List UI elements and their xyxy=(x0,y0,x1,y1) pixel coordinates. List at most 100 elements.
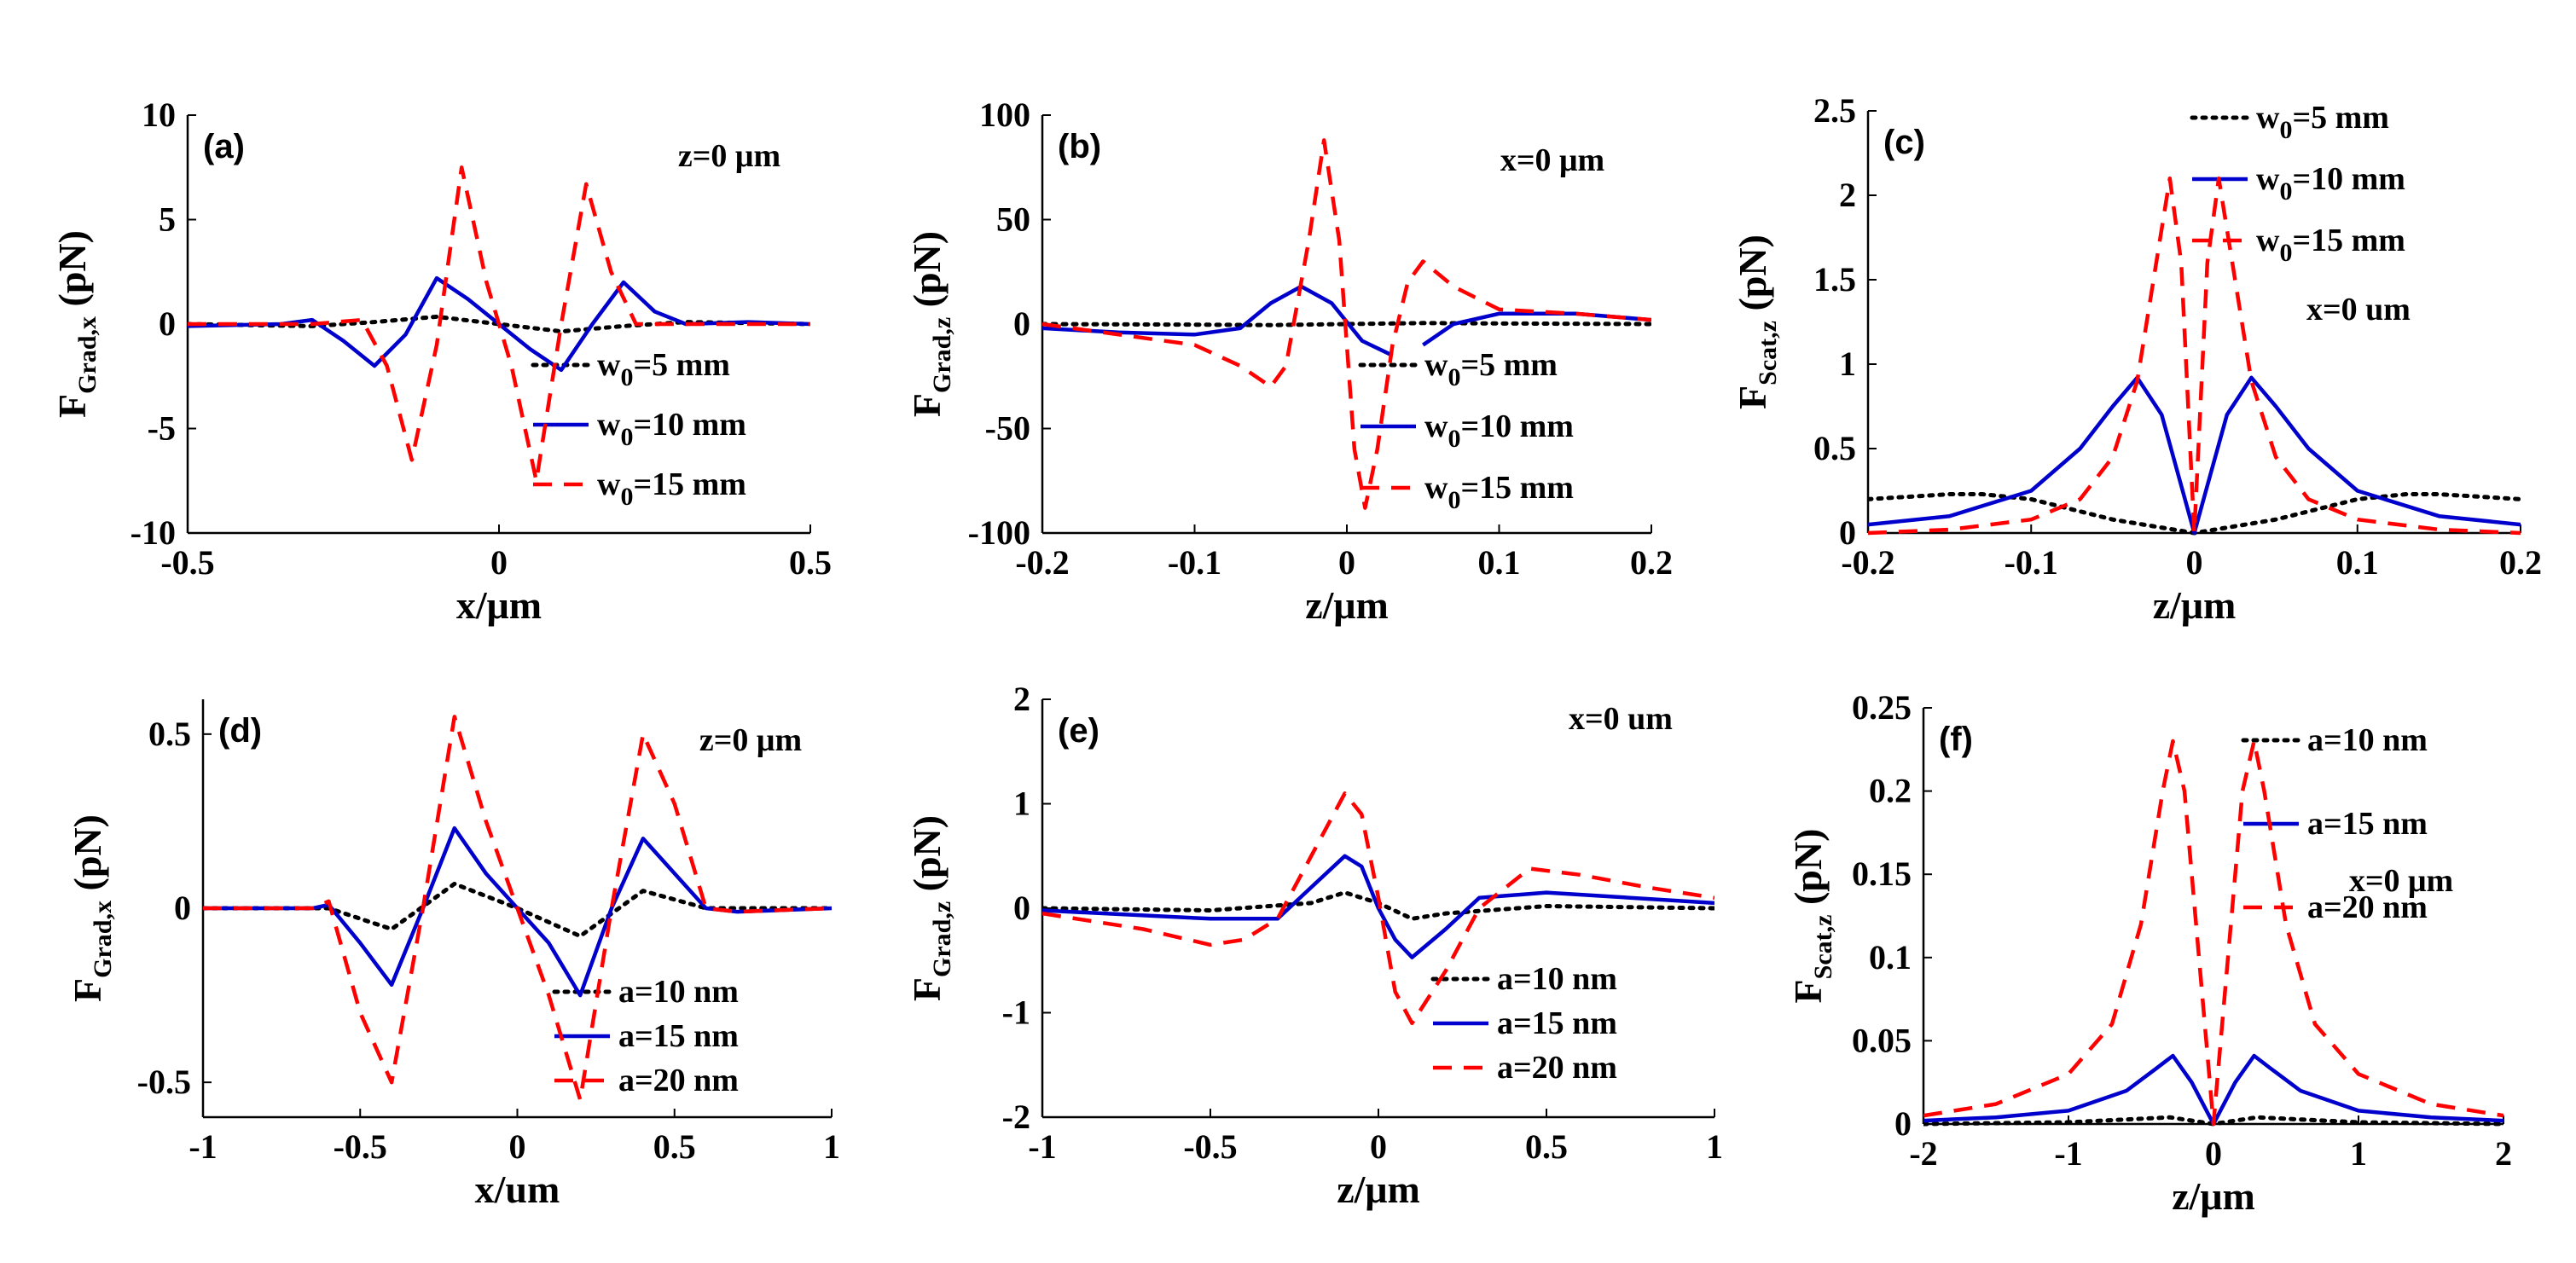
panel-annotation: x=0 μm xyxy=(1500,142,1604,178)
y-axis-label-main: F xyxy=(1731,385,1774,409)
legend-label-sub: 0 xyxy=(2279,177,2292,206)
x-tick-label: 0.5 xyxy=(789,543,832,582)
y-tick-label: -0.5 xyxy=(137,1063,191,1101)
y-tick-label: 0.05 xyxy=(1852,1021,1912,1059)
legend-label-rest: =15 mm xyxy=(2292,223,2405,258)
panel-annotation: x=0 um xyxy=(2306,292,2411,327)
legend-label-rest: =15 mm xyxy=(1460,470,1573,506)
panel-annotation: x=0 um xyxy=(1569,701,1673,737)
x-tick-label: 0 xyxy=(1338,543,1355,582)
y-tick-label: 5 xyxy=(159,200,176,239)
y-tick-label: 50 xyxy=(996,200,1030,239)
legend-label-sub: 0 xyxy=(620,423,633,451)
series-line-3 xyxy=(1042,791,1714,1026)
legend-label-rest: =10 mm xyxy=(2292,161,2405,197)
y-tick-label: 2 xyxy=(1839,176,1856,214)
legend-label-main: a=10 nm xyxy=(618,974,739,1010)
x-tick-label: -0.5 xyxy=(334,1127,387,1166)
legend-label: a=20 nm xyxy=(1497,1050,1617,1086)
legend-label-main: w xyxy=(1424,470,1448,506)
x-tick-label: -0.2 xyxy=(1841,543,1894,582)
panel-annotation: z=0 μm xyxy=(699,722,802,758)
legend-label-rest: =5 mm xyxy=(2292,100,2388,136)
panel-label: (d) xyxy=(218,712,262,750)
y-axis-label-unit: (pN) xyxy=(905,231,949,317)
legend-label: a=15 nm xyxy=(618,1018,739,1054)
x-axis-label: z/μm xyxy=(2172,1174,2255,1218)
panel-label: (e) xyxy=(1058,712,1099,750)
legend-label: w0=10 mm xyxy=(2256,161,2405,206)
y-tick-label: 0 xyxy=(1013,304,1030,343)
x-tick-label: 0 xyxy=(509,1127,526,1166)
legend-label-main: a=20 nm xyxy=(1497,1050,1617,1086)
y-tick-label: 0.15 xyxy=(1852,855,1912,893)
y-tick-label: 0.2 xyxy=(1869,772,1912,810)
legend-label-main: w xyxy=(2256,100,2280,136)
panel-annotation: z=0 μm xyxy=(678,138,780,174)
legend-label-sub: 0 xyxy=(620,483,633,511)
x-tick-label: -1 xyxy=(189,1127,217,1166)
legend-label: a=15 nm xyxy=(2307,806,2428,842)
y-tick-label: 0.1 xyxy=(1869,938,1912,976)
legend-label-sub: 0 xyxy=(2279,116,2292,144)
x-tick-label: 0 xyxy=(2205,1134,2222,1173)
legend-label-main: a=15 nm xyxy=(1497,1005,1617,1041)
legend-label-main: w xyxy=(1424,347,1448,383)
series-line-1 xyxy=(1042,321,1651,327)
legend-label-sub: 0 xyxy=(1448,425,1460,453)
y-tick-label: -100 xyxy=(968,513,1030,552)
series-line-2 xyxy=(1868,375,2521,536)
y-tick-label: -5 xyxy=(148,409,176,448)
y-tick-label: 2.5 xyxy=(1813,91,1856,130)
legend-label: w0=15 mm xyxy=(1424,470,1574,514)
panel-annotation: x=0 μm xyxy=(2349,863,2453,899)
y-axis-label-unit: (pN) xyxy=(1731,235,1774,321)
x-axis-label: z/μm xyxy=(2153,583,2237,627)
y-tick-label: 0.5 xyxy=(1813,429,1856,467)
legend-label: a=20 nm xyxy=(2307,889,2428,925)
legend-label-sub: 0 xyxy=(2279,239,2292,267)
legend-label-sub: 0 xyxy=(1448,363,1460,391)
legend-label-main: w xyxy=(597,347,621,383)
chart-panel-4: -1 -0.5 0 0.5 1 -0.5 0 0.5 x/um FGrad,x (pN) (d) z=… xyxy=(66,699,840,1211)
legend-label-main: a=20 nm xyxy=(2307,889,2428,925)
legend-label: a=10 nm xyxy=(618,974,739,1010)
legend-label-rest: =15 mm xyxy=(633,466,746,502)
series-line-3 xyxy=(1868,176,2521,536)
legend-label-main: a=15 nm xyxy=(2307,806,2428,842)
y-axis-label-unit: (pN) xyxy=(1786,829,1830,915)
x-tick-label: 0.1 xyxy=(1478,543,1521,582)
x-axis-label: z/μm xyxy=(1305,583,1389,627)
panel-label: (a) xyxy=(203,128,245,165)
legend-label: w0=5 mm xyxy=(597,347,730,391)
y-axis-label-main: F xyxy=(66,978,109,1002)
legend-label-main: a=20 nm xyxy=(618,1063,739,1098)
legend-label: w0=5 mm xyxy=(1424,347,1558,391)
legend-label: w0=15 mm xyxy=(2256,223,2405,267)
legend-label: a=10 nm xyxy=(1497,961,1617,997)
x-tick-label: 0 xyxy=(490,543,508,582)
legend-label-sub: 0 xyxy=(620,363,633,391)
legend-label-main: w xyxy=(1424,408,1448,444)
y-axis-label: FGrad,x (pN) xyxy=(66,814,117,1002)
series-line-3 xyxy=(188,165,810,484)
x-tick-label: 0 xyxy=(2186,543,2203,582)
x-tick-label: -0.1 xyxy=(2005,543,2058,582)
y-tick-label: -50 xyxy=(985,409,1030,448)
legend-label-main: w xyxy=(2256,223,2280,258)
x-tick-label: 2 xyxy=(2495,1134,2512,1173)
y-tick-label: 1 xyxy=(1839,345,1856,383)
y-axis-label-sub: Grad,z xyxy=(928,901,956,977)
y-tick-label: -1 xyxy=(1002,994,1030,1032)
legend-label-main: w xyxy=(597,407,621,443)
x-tick-label: -0.1 xyxy=(1168,543,1221,582)
x-tick-label: 0.2 xyxy=(2499,543,2542,582)
x-tick-label: 0.1 xyxy=(2336,543,2379,582)
y-tick-label: 1 xyxy=(1013,785,1030,823)
y-tick-label: -2 xyxy=(1002,1098,1030,1136)
y-axis-label-main: F xyxy=(905,977,949,1001)
x-tick-label: 0.2 xyxy=(1630,543,1673,582)
legend-label: w0=15 mm xyxy=(597,466,746,511)
panel-label: (f) xyxy=(1939,721,1973,758)
